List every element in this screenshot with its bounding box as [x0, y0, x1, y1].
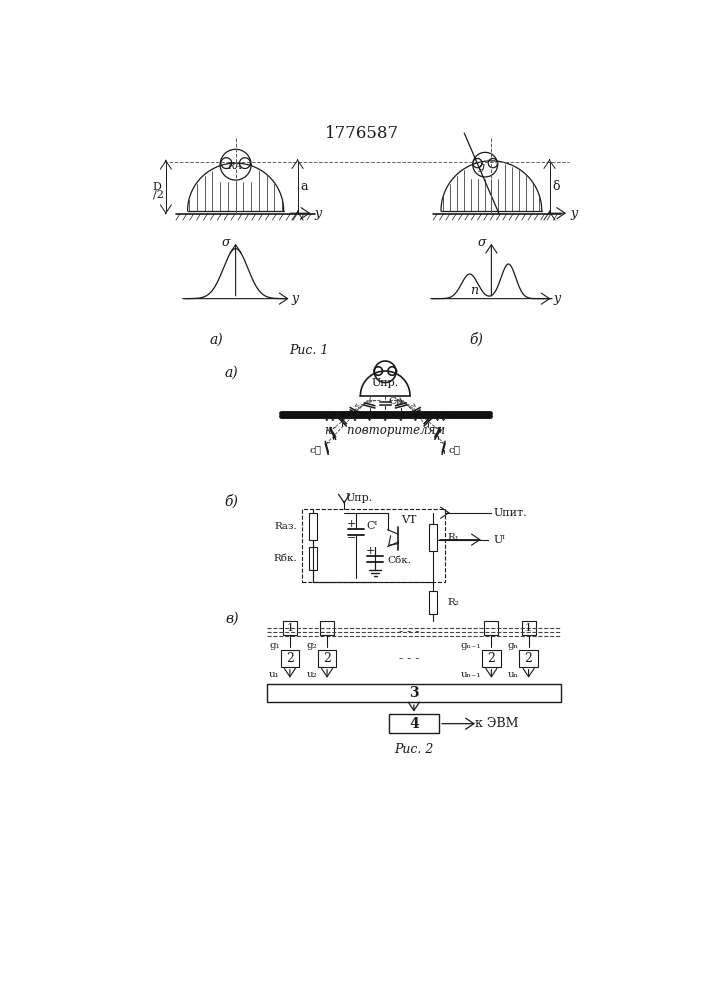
Text: u₁: u₁	[269, 670, 280, 679]
Text: Uпр.: Uпр.	[346, 493, 373, 503]
Text: a: a	[300, 180, 308, 193]
Bar	[429, 524, 437, 551]
Text: Рис. 2: Рис. 2	[395, 743, 433, 756]
Text: 3: 3	[409, 686, 419, 700]
Text: n: n	[470, 284, 479, 297]
Text: к ЭВМ: к ЭВМ	[475, 717, 519, 730]
Bar	[482, 650, 501, 667]
Text: σ: σ	[222, 236, 230, 249]
Bar	[519, 650, 538, 667]
Text: 1776587: 1776587	[325, 125, 399, 142]
Text: - - -: - - -	[399, 652, 419, 666]
Text: +: +	[366, 546, 375, 556]
Text: R₂: R₂	[448, 598, 459, 607]
Text: - - -: - - -	[399, 625, 419, 638]
Bar	[389, 714, 439, 733]
Text: VT: VT	[401, 515, 416, 525]
Text: D: D	[152, 182, 161, 192]
Text: Рис. 1: Рис. 1	[290, 344, 329, 358]
Text: 1: 1	[286, 623, 293, 633]
Bar	[522, 621, 535, 635]
Text: g₂: g₂	[306, 641, 317, 650]
Text: 2: 2	[323, 652, 331, 665]
Text: −: −	[346, 533, 356, 543]
Text: g: g	[478, 162, 485, 172]
Text: 2: 2	[525, 652, 532, 665]
Text: δ: δ	[552, 180, 559, 193]
Text: 1: 1	[525, 623, 532, 633]
Text: +: +	[346, 519, 356, 529]
Text: Cр: Cр	[389, 397, 404, 406]
Bar	[301, 509, 445, 582]
Text: a): a)	[225, 366, 238, 380]
Text: Cбк.: Cбк.	[387, 556, 411, 565]
Bar	[484, 621, 498, 635]
Text: u₂: u₂	[306, 670, 317, 679]
Text: Uпр.: Uпр.	[372, 378, 399, 388]
Text: Rаз.: Rаз.	[275, 522, 298, 531]
Text: Uпит.: Uпит.	[493, 508, 527, 518]
Text: y: y	[292, 292, 299, 305]
Text: uₙ₋₁: uₙ₋₁	[461, 670, 481, 679]
Text: б): б)	[225, 494, 239, 508]
Text: R: R	[227, 162, 235, 171]
Bar	[320, 621, 334, 635]
Bar	[267, 684, 561, 702]
Text: R₁: R₁	[448, 533, 459, 542]
Text: 2: 2	[487, 652, 496, 665]
Bar	[281, 650, 299, 667]
Bar	[309, 547, 317, 570]
Text: cℓ: cℓ	[448, 445, 460, 454]
Text: g₁: g₁	[269, 641, 280, 650]
Text: y: y	[571, 207, 578, 220]
Bar	[309, 513, 317, 540]
Bar	[283, 621, 297, 635]
Text: gₙ: gₙ	[508, 641, 518, 650]
Text: 4: 4	[409, 717, 419, 731]
Text: cℓ: cℓ	[310, 445, 322, 454]
Text: σ: σ	[478, 236, 486, 249]
Text: gₙ₋₁: gₙ₋₁	[461, 641, 481, 650]
Text: к    повторителям: к повторителям	[325, 424, 445, 437]
Text: Rбк.: Rбк.	[274, 554, 298, 563]
Bar	[317, 650, 337, 667]
Text: б): б)	[469, 332, 483, 347]
Text: в): в)	[225, 612, 238, 626]
Text: Uᴵ: Uᴵ	[493, 535, 506, 545]
Text: uₙ: uₙ	[508, 670, 518, 679]
Text: /2: /2	[153, 190, 163, 200]
Text: Cᴵ: Cᴵ	[367, 521, 378, 531]
Text: a): a)	[209, 332, 223, 346]
Bar	[429, 591, 437, 614]
Text: A: A	[235, 162, 243, 171]
Text: y: y	[554, 292, 561, 305]
Text: y: y	[314, 207, 322, 220]
Text: 2: 2	[286, 652, 294, 665]
